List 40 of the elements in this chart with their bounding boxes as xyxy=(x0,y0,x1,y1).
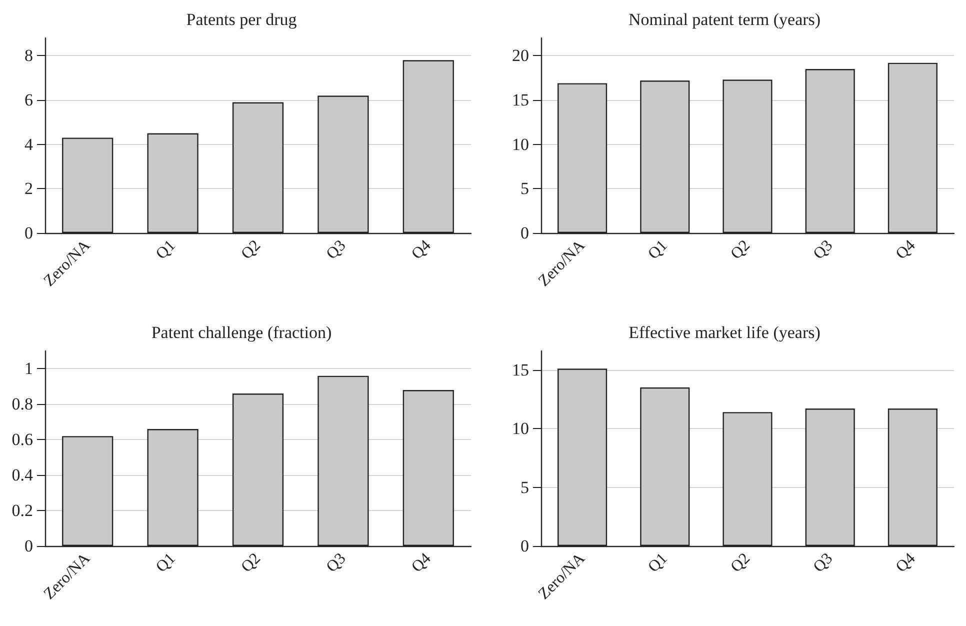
x-tick-label: Q2 xyxy=(728,236,754,263)
x-tick-label: Q2 xyxy=(238,550,264,576)
x-tick-label: Q2 xyxy=(238,236,264,263)
y-tick-label: 2 xyxy=(24,179,33,198)
x-tick-label: Q2 xyxy=(728,550,754,576)
y-tick-label: 10 xyxy=(512,134,529,154)
y-tick-label: 0 xyxy=(24,536,33,556)
y-tick-label: 15 xyxy=(512,360,529,380)
x-tick-label: Q4 xyxy=(408,236,434,263)
x-tick-label: Q1 xyxy=(152,550,179,576)
x-tick-label: Q4 xyxy=(892,550,919,576)
chart-title: Effective market life (years) xyxy=(628,323,820,342)
y-tick-label: 0 xyxy=(520,536,529,556)
y-tick-label: 4 xyxy=(24,134,34,154)
x-tick-label: Q3 xyxy=(810,550,836,576)
y-tick-label: 15 xyxy=(512,90,529,110)
chart-title: Patent challenge (fraction) xyxy=(151,323,332,342)
y-tick-label: 6 xyxy=(24,90,33,110)
x-tick-label: Q4 xyxy=(408,550,434,576)
y-tick-label: 10 xyxy=(512,419,529,438)
chart-title: Nominal patent term (years) xyxy=(628,10,821,29)
y-tick-label: 0 xyxy=(520,224,529,242)
y-tick-label: 0.2 xyxy=(12,501,33,520)
y-tick-label: 0.8 xyxy=(12,394,33,414)
y-tick-label: 5 xyxy=(520,478,529,497)
y-tick-label: 0 xyxy=(24,224,33,242)
y-tick-label: 0.4 xyxy=(12,466,34,485)
x-tick-label: Q3 xyxy=(323,550,350,576)
y-tick-label: 5 xyxy=(520,179,529,198)
x-tick-label: Q3 xyxy=(810,236,836,263)
x-tick-label: Q1 xyxy=(152,236,179,263)
y-tick-label: 0.6 xyxy=(12,430,33,450)
chart-title: Patents per drug xyxy=(186,10,298,29)
y-tick-label: 1 xyxy=(24,359,33,378)
y-tick-label: 20 xyxy=(512,46,529,66)
x-tick-label: Q4 xyxy=(892,236,919,263)
y-tick-label: 8 xyxy=(24,46,33,66)
x-tick-label: Q1 xyxy=(645,236,671,263)
x-tick-label: Q3 xyxy=(323,236,350,263)
x-tick-label: Q1 xyxy=(645,550,671,576)
